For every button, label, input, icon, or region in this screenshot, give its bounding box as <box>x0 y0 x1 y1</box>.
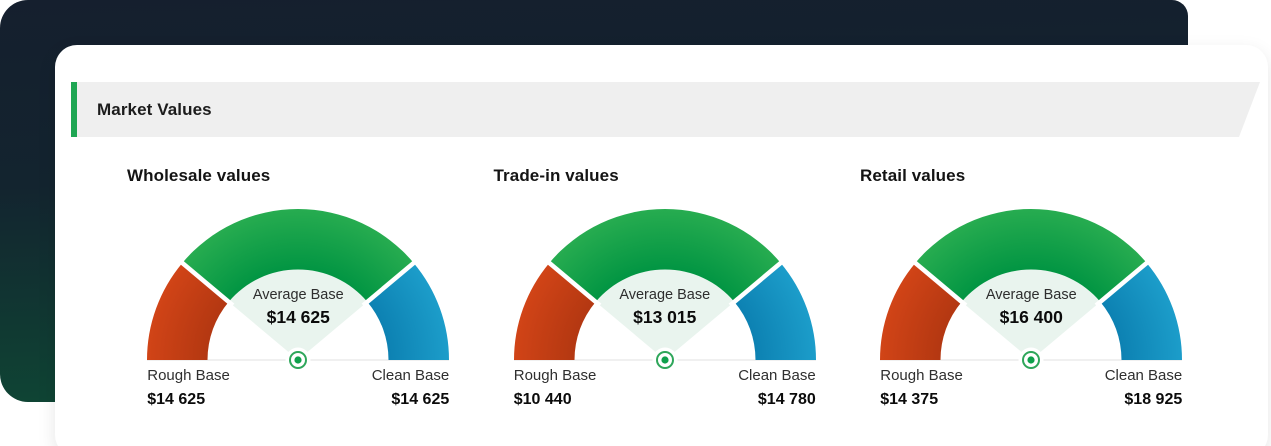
base-values-row: $14 375 $18 925 <box>880 390 1182 409</box>
section-title: Market Values <box>97 100 212 119</box>
base-labels-row: Rough Base Clean Base <box>880 367 1182 385</box>
average-base-value: $13 015 <box>633 307 697 327</box>
average-base-value: $16 400 <box>999 307 1063 327</box>
section-header-band: Market Values <box>71 82 1260 137</box>
rough-base-value: $10 440 <box>513 391 572 408</box>
gauge-chart <box>513 209 816 372</box>
average-base-label: Average Base <box>619 287 711 303</box>
rough-base-label: Rough Base <box>513 367 597 384</box>
gauge-title: Retail values <box>860 166 966 185</box>
average-base-label: Average Base <box>985 287 1077 303</box>
gauge-chart-wrap: Average Base $14 625 <box>147 208 450 372</box>
gauge-chart-wrap: Average Base $16 400 <box>880 208 1183 372</box>
clean-base-label: Clean Base <box>371 367 450 384</box>
gauge-chart <box>147 209 450 372</box>
rough-base-label: Rough Base <box>147 367 230 384</box>
base-labels-row: Rough Base Clean Base <box>147 367 449 385</box>
base-labels-row: Rough Base Clean Base <box>514 367 816 385</box>
gauge-retail: Retail values Average Base $16 400 Rough… <box>848 164 1215 409</box>
gauge-trade-in: Trade-in values Average Base $13 015 Rou… <box>482 164 849 409</box>
gauges-row: Wholesale values Average Base $14 625 Ro… <box>115 164 1215 409</box>
rough-base-value: $14 625 <box>147 391 206 408</box>
gauge-title: Wholesale values <box>127 166 271 185</box>
clean-base-value: $14 780 <box>757 391 816 408</box>
header-accent-bar <box>71 82 77 137</box>
gauge-title: Trade-in values <box>493 166 619 185</box>
average-base-label: Average Base <box>252 287 344 303</box>
base-values-row: $10 440 $14 780 <box>514 390 816 409</box>
clean-base-label: Clean Base <box>738 367 816 384</box>
rough-base-label: Rough Base <box>880 367 963 384</box>
base-values-row: $14 625 $14 625 <box>147 390 449 409</box>
gauge-chart <box>880 209 1183 372</box>
clean-base-value: $14 625 <box>391 391 450 408</box>
gauge-chart-wrap: Average Base $13 015 <box>513 208 816 372</box>
clean-base-label: Clean Base <box>1104 367 1183 384</box>
clean-base-value: $18 925 <box>1124 391 1183 408</box>
rough-base-value: $14 375 <box>880 391 939 408</box>
average-base-value: $14 625 <box>266 307 330 327</box>
gauge-wholesale: Wholesale values Average Base $14 625 Ro… <box>115 164 482 409</box>
